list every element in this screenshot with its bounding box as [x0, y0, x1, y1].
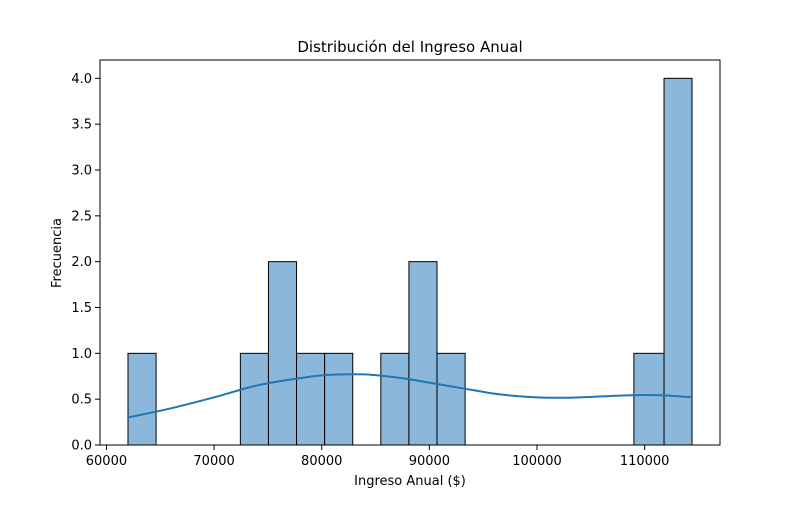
x-axis-ticks: 60000 70000 80000 90000 100000 110000: [86, 445, 670, 469]
y-tick-label-3: 1.5: [71, 301, 92, 316]
x-tick-label-3: 90000: [409, 454, 450, 469]
histogram-bar-3: [296, 352, 326, 446]
x-tick-label-4: 100000: [512, 454, 562, 469]
histogram-bar-7: [436, 352, 466, 446]
histogram-bar-8: [633, 352, 665, 446]
y-tick-label-6: 3.0: [71, 164, 92, 179]
x-tick-label-1: 70000: [193, 454, 234, 469]
histogram-bar-1: [239, 352, 269, 446]
histogram-bar-9: [663, 77, 693, 446]
x-tick-label-5: 110000: [620, 454, 670, 469]
histogram-bar-5: [380, 352, 410, 446]
y-tick-label-4: 2.0: [71, 255, 92, 270]
y-tick-label-8: 4.0: [71, 72, 92, 87]
x-axis-title: Ingreso Anual ($): [354, 474, 466, 489]
x-tick-label-2: 80000: [301, 454, 342, 469]
y-tick-label-2: 1.0: [71, 347, 92, 362]
y-axis-ticks: 0.0 0.5 1.0 1.5 2.0 2.5 3.0 3.5 4.0: [71, 72, 100, 454]
x-tick-label-0: 60000: [86, 454, 127, 469]
histogram-bar-6: [408, 261, 438, 446]
histogram-bar-4: [324, 352, 354, 446]
y-axis-title: Frecuencia: [50, 218, 65, 288]
bars-layer: [127, 77, 693, 446]
plot-frame: [99, 59, 721, 446]
y-tick-label-7: 3.5: [71, 118, 92, 133]
y-tick-label-1: 0.5: [71, 393, 92, 408]
histogram-bar-0: [127, 352, 157, 446]
histogram-bar-2: [267, 261, 298, 446]
y-tick-label-5: 2.5: [71, 209, 92, 224]
kde-layer: [127, 373, 693, 419]
chart-title: Distribución del Ingreso Anual: [297, 38, 522, 56]
kde-line: [127, 373, 693, 419]
y-tick-label-0: 0.0: [71, 439, 92, 454]
